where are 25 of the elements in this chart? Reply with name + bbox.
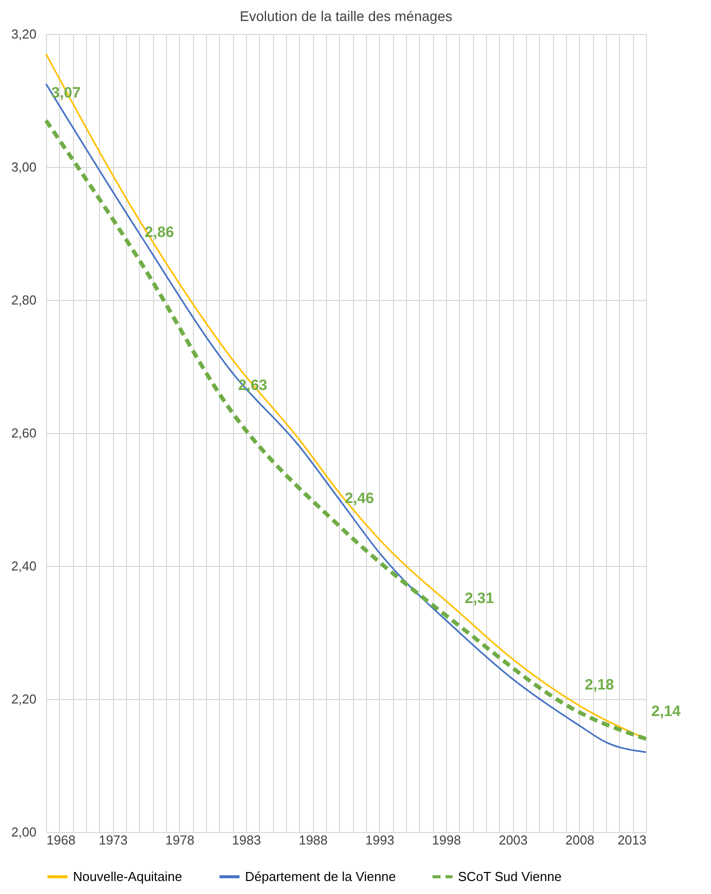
y-tick-label: 3,20 (11, 26, 36, 42)
x-tick-label: 1988 (298, 832, 328, 848)
chart-title: Evolution de la taille des ménages (240, 8, 452, 24)
x-tick-label: 2003 (498, 832, 528, 848)
x-tick-label: 1973 (98, 832, 128, 848)
y-tick-label: 2,20 (11, 692, 36, 706)
y-tick-label: 2,00 (11, 824, 36, 840)
x-tick-label: 1993 (365, 832, 394, 848)
data-label: 2,46 (344, 490, 374, 508)
legend-label: Nouvelle-Aquitaine (73, 868, 182, 884)
x-tick-label: 1968 (46, 832, 76, 848)
x-tick-label: 1983 (232, 832, 261, 848)
x-tick-label: 1978 (165, 832, 194, 848)
legend-label: SCoT Sud Vienne (458, 868, 562, 884)
data-label: 2,14 (651, 702, 682, 720)
data-label: 2,18 (584, 676, 614, 694)
x-tick-label: 2013 (618, 832, 646, 848)
legend-label: Département de la Vienne (245, 868, 396, 884)
y-tick-label: 3,00 (11, 160, 36, 174)
data-label: 2,31 (464, 590, 494, 607)
y-tick-label: 2,40 (11, 558, 36, 574)
y-tick-label: 2,60 (11, 426, 36, 440)
x-tick-label: 2008 (565, 832, 594, 848)
x-tick-label: 1998 (432, 832, 461, 848)
y-tick-label: 2,80 (11, 292, 36, 308)
